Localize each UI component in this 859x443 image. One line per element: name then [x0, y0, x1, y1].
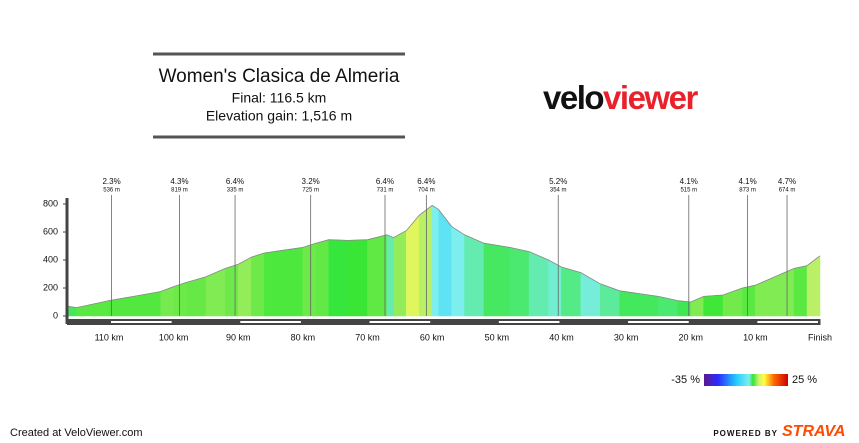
x-axis-stripe — [628, 321, 689, 323]
x-tick-label: 20 km — [678, 332, 703, 342]
x-tick-label: 90 km — [226, 332, 251, 342]
profile-segment — [141, 291, 161, 317]
climb-grade: 3.2% — [302, 177, 320, 186]
x-axis-stripe — [240, 321, 301, 323]
profile-segment — [431, 204, 439, 317]
x-tick-label: 70 km — [355, 332, 380, 342]
profile-segment — [451, 225, 465, 317]
climb-grade: 5.2% — [549, 177, 567, 186]
colorbar — [704, 374, 788, 386]
profile-segment — [561, 266, 582, 317]
profile-segment — [238, 256, 252, 317]
profile-segment — [225, 263, 239, 317]
x-tick-label: 80 km — [291, 332, 316, 342]
climb-grade: 6.4% — [417, 177, 435, 186]
profile-outline — [66, 204, 821, 309]
profile-segment — [419, 204, 433, 317]
x-tick-label: Finish — [808, 332, 832, 342]
climb-grade: 4.1% — [680, 177, 698, 186]
climb-elevation: 674 m — [779, 188, 796, 194]
profile-segment — [528, 251, 549, 317]
x-tick-label: 10 km — [743, 332, 768, 342]
y-tick-label: 200 — [43, 282, 58, 292]
subtitle: Elevation gain: 1,516 m — [206, 108, 352, 124]
x-tick-label: 110 km — [95, 332, 124, 342]
profile-segment — [386, 234, 394, 317]
climb-elevation: 873 m — [739, 188, 756, 194]
x-tick-label: 100 km — [159, 332, 189, 342]
profile-segment — [250, 252, 265, 317]
logo-red: viewer — [603, 79, 698, 116]
y-tick-label: 400 — [43, 254, 58, 264]
profile-segment — [658, 296, 679, 317]
climb-elevation: 335 m — [227, 188, 244, 194]
profile-segment — [703, 294, 724, 317]
profile-segment — [302, 242, 317, 317]
y-tick-label: 0 — [53, 310, 58, 320]
climb-elevation: 819 m — [171, 188, 188, 194]
profile-segment — [780, 268, 795, 317]
climb-grade: 4.3% — [170, 177, 188, 186]
climb-elevation: 731 m — [377, 188, 394, 194]
profile-segment — [793, 265, 808, 317]
climb-grade: 6.4% — [376, 177, 394, 186]
x-axis-stripe — [757, 321, 818, 323]
x-axis-stripe — [111, 321, 172, 323]
logo: veloviewer — [543, 79, 698, 116]
profile-segment — [638, 293, 659, 317]
x-tick-label: 30 km — [614, 332, 639, 342]
climb-grade: 2.3% — [102, 177, 120, 186]
y-tick-label: 800 — [43, 198, 58, 208]
climb-grade: 4.1% — [738, 177, 756, 186]
profile-segment — [347, 239, 368, 317]
climb-elevation: 536 m — [103, 188, 120, 194]
climb-elevation: 515 m — [680, 188, 697, 194]
profile-segment — [438, 208, 452, 317]
profile-segment — [619, 290, 640, 317]
x-tick-label: 40 km — [549, 332, 574, 342]
profile-segment — [742, 284, 756, 317]
profile-segment — [768, 273, 782, 317]
profile-segment — [315, 239, 330, 317]
profile-segment — [263, 249, 284, 317]
profile-segment — [599, 283, 620, 317]
climb-grade: 6.4% — [226, 177, 244, 186]
profile-segment — [548, 259, 562, 317]
strava-logo: STRAVA — [782, 423, 845, 440]
profile-segment — [283, 247, 304, 317]
profile-segment — [755, 279, 769, 317]
x-tick-label: 60 km — [420, 332, 445, 342]
profile-segment — [406, 214, 420, 317]
colorbar-label: -35 % — [671, 374, 700, 386]
profile-segment — [464, 234, 485, 317]
y-tick-label: 600 — [43, 226, 58, 236]
logo-dark: velo — [543, 79, 603, 116]
profile-segment — [509, 247, 530, 317]
x-tick-label: 50 km — [485, 332, 510, 342]
subtitle: Final: 116.5 km — [232, 90, 327, 106]
profile-segment — [328, 239, 349, 317]
profile-segment — [483, 242, 511, 317]
profile-segment — [806, 255, 821, 317]
climb-elevation: 704 m — [418, 188, 435, 194]
climb-elevation: 354 m — [550, 188, 567, 194]
chart-title: Women's Clasica de Almeria — [159, 66, 400, 87]
profile-segment — [393, 230, 407, 317]
profile-segment — [367, 234, 388, 317]
profile-segment — [173, 282, 187, 317]
profile-segment — [580, 272, 601, 317]
profile-segment — [722, 287, 743, 317]
x-axis-bar — [67, 319, 820, 325]
x-axis-stripe — [369, 321, 431, 323]
climb-grade: 4.7% — [778, 177, 796, 186]
climb-elevation: 725 m — [302, 188, 319, 194]
profile-segment — [76, 300, 110, 317]
credit: Created at VeloViewer.com — [10, 427, 142, 439]
profile-segment — [186, 276, 207, 317]
x-axis-stripe — [498, 321, 560, 323]
colorbar-label: 25 % — [792, 374, 817, 386]
powered-by: POWERED BY — [713, 429, 778, 438]
